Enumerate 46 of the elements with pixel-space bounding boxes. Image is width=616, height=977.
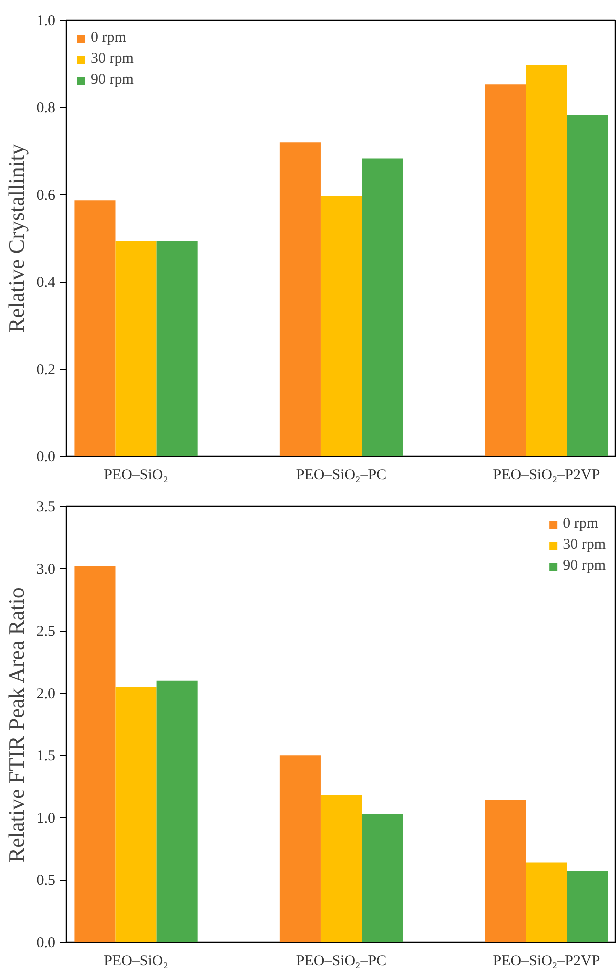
bar (74, 200, 116, 456)
bar (567, 871, 608, 942)
y-tick-label: 0.4 (36, 275, 56, 292)
bar (320, 796, 362, 942)
bar (280, 142, 321, 456)
x-tick-label: PEO–SiO₂–P2VP (493, 468, 600, 484)
legend-label: 90 rpm (563, 558, 606, 575)
bar (485, 84, 526, 456)
x-tick-label: PEO–SiO₂–P2VP (493, 954, 600, 970)
y-tick-label: 1.0 (36, 14, 56, 30)
y-tick-label: 0.6 (36, 188, 56, 204)
bar (320, 196, 362, 456)
y-tick-label: 0.0 (36, 450, 56, 466)
bar (526, 65, 568, 456)
y-tick-label: 1.5 (36, 748, 56, 765)
y-axis-title: Relative FTIR Peak Area Ratio (4, 588, 29, 863)
bar (362, 814, 404, 942)
bar (362, 158, 404, 456)
y-axis-title: Relative Crystallinity (4, 144, 29, 333)
x-tick-label: PEO–SiO₂ (104, 468, 168, 484)
bar (156, 680, 198, 942)
bar (526, 862, 568, 942)
bar (116, 687, 157, 942)
bar (567, 116, 608, 456)
y-tick-label: 3.5 (36, 500, 56, 516)
bar (74, 566, 116, 942)
legend-label: 90 rpm (91, 72, 134, 89)
bar (116, 242, 157, 456)
legend-label: 0 rpm (91, 30, 126, 47)
x-tick-label: PEO–SiO₂–PC (296, 954, 387, 970)
bar (156, 242, 198, 456)
legend-label: 30 rpm (91, 51, 134, 68)
y-tick-label: 0.5 (36, 873, 56, 890)
y-tick-label: 2.0 (36, 686, 56, 702)
y-tick-label: 3.0 (36, 562, 56, 578)
y-tick-label: 0.2 (36, 362, 56, 378)
y-tick-label: 0.0 (36, 936, 56, 952)
y-tick-label: 0.8 (36, 100, 56, 117)
legend-label: 0 rpm (563, 516, 598, 533)
bar (280, 756, 321, 942)
legend-label: 30 rpm (563, 537, 606, 554)
y-tick-label: 1.0 (36, 810, 56, 827)
x-tick-label: PEO–SiO₂ (104, 954, 168, 970)
x-tick-label: PEO–SiO₂–PC (296, 468, 387, 484)
bar (485, 800, 526, 942)
y-tick-label: 2.5 (36, 624, 56, 640)
